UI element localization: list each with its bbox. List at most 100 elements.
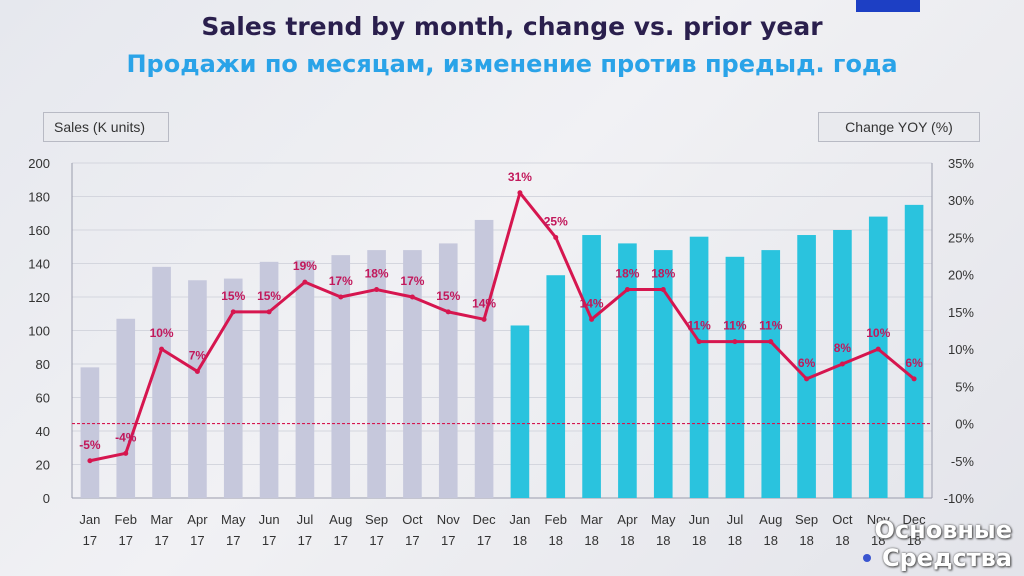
x-tick-label-year: 18 [871, 533, 885, 548]
sales-bar [510, 325, 530, 498]
right-tick-label: 20% [948, 268, 974, 283]
yoy-data-label: 11% [759, 319, 783, 333]
sales-bar [80, 367, 100, 498]
x-tick-label-month: Feb [545, 512, 567, 527]
yoy-point [445, 309, 451, 315]
left-tick-label: 60 [36, 391, 50, 406]
yoy-point [804, 376, 810, 382]
x-tick-label-year: 17 [154, 533, 168, 548]
yoy-data-label: 19% [293, 259, 317, 273]
x-tick-label-month: Feb [115, 512, 137, 527]
brand-block [856, 0, 920, 12]
x-tick-label-year: 17 [405, 533, 419, 548]
x-tick-label-month: Jan [509, 512, 530, 527]
sales-bar [725, 256, 745, 498]
sales-bar [116, 318, 136, 498]
sales-bar [367, 250, 386, 498]
left-tick-label: 180 [28, 190, 50, 205]
sales-bar [403, 250, 422, 498]
x-tick-label-month: Apr [617, 512, 638, 527]
yoy-point [875, 346, 881, 352]
left-tick-label: 80 [36, 357, 50, 372]
yoy-point [589, 316, 595, 322]
x-tick-label-month: Jul [297, 512, 314, 527]
yoy-point [553, 234, 559, 240]
yoy-data-label: 14% [580, 296, 604, 310]
watermark-dot-icon [862, 554, 871, 562]
yoy-data-label: 18% [365, 267, 389, 281]
yoy-point [302, 279, 308, 285]
yoy-point [87, 458, 93, 464]
watermark-logo: Основные Средства [862, 516, 1012, 572]
sales-bar [546, 275, 566, 498]
left-tick-label: 160 [28, 223, 50, 238]
chart-title-english: Sales trend by month, change vs. prior y… [201, 12, 823, 41]
x-tick-label-year: 18 [835, 533, 849, 548]
sales-bar [474, 219, 494, 498]
yoy-point [517, 190, 523, 196]
x-tick-label-month: Apr [187, 512, 208, 527]
yoy-point [481, 316, 487, 322]
yoy-data-label: 18% [615, 267, 639, 281]
x-tick-label-year: 18 [799, 533, 813, 548]
x-tick-label-year: 18 [513, 533, 527, 548]
x-tick-label-year: 17 [477, 533, 491, 548]
yoy-data-label: 14% [472, 296, 496, 310]
x-tick-label-month: Jul [727, 512, 744, 527]
sales-bar [689, 236, 709, 498]
yoy-point [696, 339, 702, 345]
x-tick-label-year: 17 [441, 533, 455, 548]
left-tick-label: 100 [28, 324, 50, 339]
watermark-line2: Средства [882, 544, 1012, 572]
yoy-data-label: 25% [544, 214, 568, 228]
right-tick-label: 30% [948, 193, 974, 208]
yoy-point [660, 287, 666, 293]
x-tick-label-year: 17 [334, 533, 348, 548]
yoy-point [732, 339, 738, 345]
right-tick-label: 35% [948, 156, 974, 171]
sales-bar [761, 250, 781, 498]
x-tick-label-month: Oct [402, 512, 423, 527]
yoy-point [230, 309, 236, 315]
x-tick-label-year: 17 [298, 533, 312, 548]
yoy-point [911, 376, 917, 382]
x-tick-label-month: Jun [259, 512, 280, 527]
sales-bar [653, 250, 673, 498]
sales-bar [868, 216, 888, 498]
sales-bar [259, 261, 279, 498]
yoy-point [123, 450, 129, 456]
x-tick-label-month: May [221, 512, 246, 527]
sales-bar [152, 266, 171, 498]
x-tick-label-year: 17 [119, 533, 133, 548]
sales-bar [295, 260, 315, 498]
x-tick-label-year: 18 [549, 533, 563, 548]
x-tick-label-month: Aug [759, 512, 782, 527]
sales-bar [188, 280, 207, 498]
x-tick-label-year: 18 [728, 533, 742, 548]
right-tick-label: -5% [951, 454, 975, 469]
sales-bar [331, 255, 351, 498]
yoy-data-label: 17% [400, 274, 424, 288]
yoy-change-line [89, 191, 916, 463]
yoy-point [839, 361, 845, 367]
x-tick-label-month: Aug [329, 512, 352, 527]
watermark-line1: Основные [874, 516, 1012, 544]
yoy-data-label: 15% [257, 289, 281, 303]
x-tick-label-year: 17 [83, 533, 97, 548]
yoy-point [338, 294, 344, 300]
x-tick-label-year: 18 [692, 533, 706, 548]
x-tick-label-month: Sep [795, 512, 818, 527]
x-tick-label-month: Jan [79, 512, 100, 527]
yoy-data-label: 31% [508, 170, 532, 184]
x-tick-label-month: Jun [689, 512, 710, 527]
x-tick-label-month: Mar [580, 512, 603, 527]
left-tick-label: 140 [28, 257, 50, 272]
sales-bar [438, 243, 458, 498]
yoy-data-label: 18% [651, 267, 675, 281]
yoy-data-label: 8% [834, 341, 852, 355]
sales-bar [618, 243, 637, 498]
x-tick-label-year: 17 [262, 533, 276, 548]
left-tick-label: 20 [36, 458, 50, 473]
right-tick-label: 10% [948, 342, 974, 357]
right-tick-label: 0% [955, 417, 974, 432]
